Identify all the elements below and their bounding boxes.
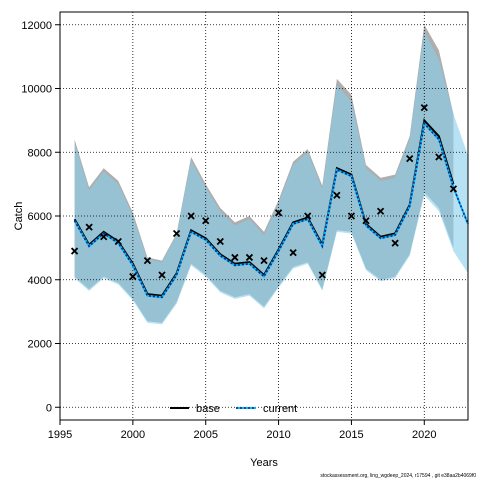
series-lines (73, 118, 469, 299)
y-tick-label: 12000 (21, 20, 52, 32)
observed-point-stroke (245, 253, 254, 262)
observed-point-stroke (158, 271, 166, 279)
observed-point (143, 256, 152, 265)
y-axis: 0 2000 4000 6000 8000 10000 12000 (21, 20, 61, 414)
observed-point-stroke (114, 237, 122, 246)
observed-point (70, 247, 79, 255)
legend: base current (170, 403, 297, 415)
y-tick-label: 10000 (21, 84, 52, 96)
y-axis-title: Catch (13, 202, 25, 231)
observed-point-stroke (376, 207, 385, 215)
observed-point-stroke (406, 154, 414, 163)
observed-point-stroke (333, 191, 341, 199)
observed-point-stroke (216, 237, 224, 246)
observed-point (347, 212, 356, 220)
x-axis: 1995 2000 2005 2010 2015 2020 (48, 419, 437, 441)
observed-point-stroke (231, 253, 239, 262)
observed-point (187, 212, 195, 220)
observed-point-stroke (391, 239, 399, 247)
observed-point (202, 217, 210, 225)
y-tick-label: 2000 (28, 339, 52, 351)
line-current (73, 121, 469, 299)
observed-point-stroke (449, 185, 458, 193)
legend-label-base: base (196, 403, 220, 415)
observed-point-stroke (100, 233, 108, 241)
y-tick-label: 6000 (28, 211, 52, 223)
observed-point-stroke (85, 223, 93, 231)
observed-point-stroke (318, 271, 326, 279)
observed-point (172, 229, 181, 238)
y-tick-label: 4000 (28, 275, 52, 287)
observed-point (435, 153, 443, 161)
x-axis-title: Years (250, 457, 278, 469)
x-tick-label: 2005 (193, 429, 217, 441)
footer-note: stockassessment.org, ling_wgdeep_2024, r… (320, 473, 476, 479)
y-tick-label: 8000 (28, 147, 52, 159)
band-current (74, 31, 468, 325)
observed-point-stroke (435, 153, 443, 161)
observed-point (129, 272, 137, 281)
y-tick-label: 0 (46, 402, 52, 414)
x-tick-label: 2020 (412, 429, 436, 441)
observed-point (85, 223, 93, 231)
observed-point (274, 209, 283, 217)
legend-label-current: current (263, 403, 297, 415)
observed-point-stroke (70, 247, 79, 255)
x-tick-label: 2000 (121, 429, 145, 441)
observed-point (333, 191, 341, 199)
observed-point (231, 253, 239, 262)
observed-point-stroke (172, 229, 181, 238)
observed-point-stroke (129, 272, 137, 281)
observed-point (158, 271, 166, 279)
observed-point-stroke (202, 217, 210, 225)
observed-point (420, 103, 428, 112)
observed-point (362, 217, 370, 225)
x-tick-label: 2010 (266, 429, 290, 441)
observed-point (304, 212, 312, 220)
observed-point-stroke (289, 249, 297, 257)
observed-point (100, 233, 108, 241)
observed-point-stroke (347, 212, 356, 220)
observed-point-stroke (260, 256, 268, 265)
observed-point-stroke (420, 103, 428, 112)
observed-point-stroke (362, 217, 370, 225)
observed-point-stroke (274, 209, 283, 217)
observed-point (376, 207, 385, 215)
observed-point (289, 249, 297, 257)
observed-point (114, 237, 122, 246)
x-tick-label: 1995 (48, 429, 72, 441)
observed-points (70, 103, 458, 281)
observed-point (318, 271, 326, 279)
observed-point (216, 237, 224, 246)
observed-point (449, 185, 458, 193)
observed-point (260, 256, 268, 265)
observed-point (391, 239, 399, 247)
confidence-bands (74, 24, 468, 325)
observed-point-stroke (143, 256, 152, 265)
observed-point-stroke (304, 212, 312, 220)
observed-point (406, 154, 414, 163)
x-tick-label: 2015 (339, 429, 363, 441)
observed-point-stroke (187, 212, 195, 220)
observed-point (245, 253, 254, 262)
